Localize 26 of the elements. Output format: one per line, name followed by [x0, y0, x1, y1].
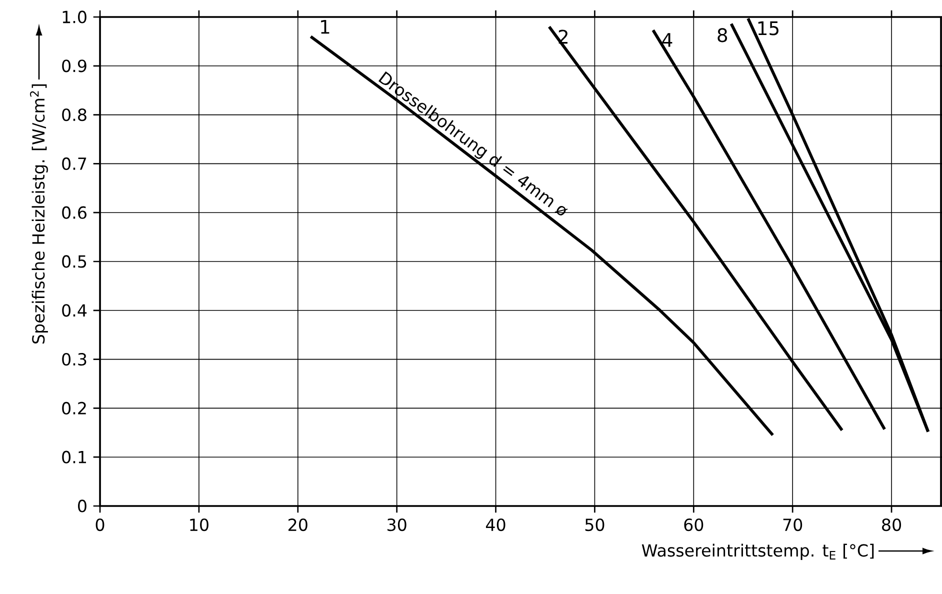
- series-label: 1: [321, 20, 330, 34]
- y-tick-label: 0.2: [62, 402, 86, 414]
- y-tick-label: 0.4: [62, 304, 87, 317]
- y-tick-label: 0.7: [62, 157, 86, 170]
- x-tick-label: 30: [387, 518, 406, 532]
- y-tick-label: 0.5: [62, 255, 86, 268]
- x-tick-label: 40: [486, 518, 506, 532]
- y-tick-label: 0.6: [62, 206, 86, 219]
- legend-label: 15: [758, 21, 778, 36]
- x-tick-label: 0: [96, 518, 104, 532]
- y-tick-label: 0.1: [62, 450, 86, 464]
- y-tick-label: 0.3: [62, 352, 86, 366]
- x-tick-label: 70: [783, 518, 802, 532]
- x-tick-label: 80: [882, 518, 902, 532]
- x-tick-label: 60: [684, 518, 704, 532]
- series-label: 8: [718, 28, 728, 42]
- x-tick-label: 50: [585, 518, 604, 532]
- y-tick-label: 0: [78, 500, 86, 512]
- y-tick-label: 0.8: [62, 108, 86, 122]
- x-axis-title: Wassereintrittstemp. t$_{E}$ [°C]: [642, 544, 874, 560]
- y-tick-label: 1.0: [62, 10, 86, 24]
- x-tick-label: 20: [288, 518, 308, 532]
- y-axis-title: Spezifische Heizleistg. [W/cm$^{2}$]: [30, 84, 48, 344]
- y-tick-label: 0.9: [62, 60, 86, 72]
- series-label: 4: [662, 33, 672, 47]
- x-tick-label: 10: [190, 518, 208, 532]
